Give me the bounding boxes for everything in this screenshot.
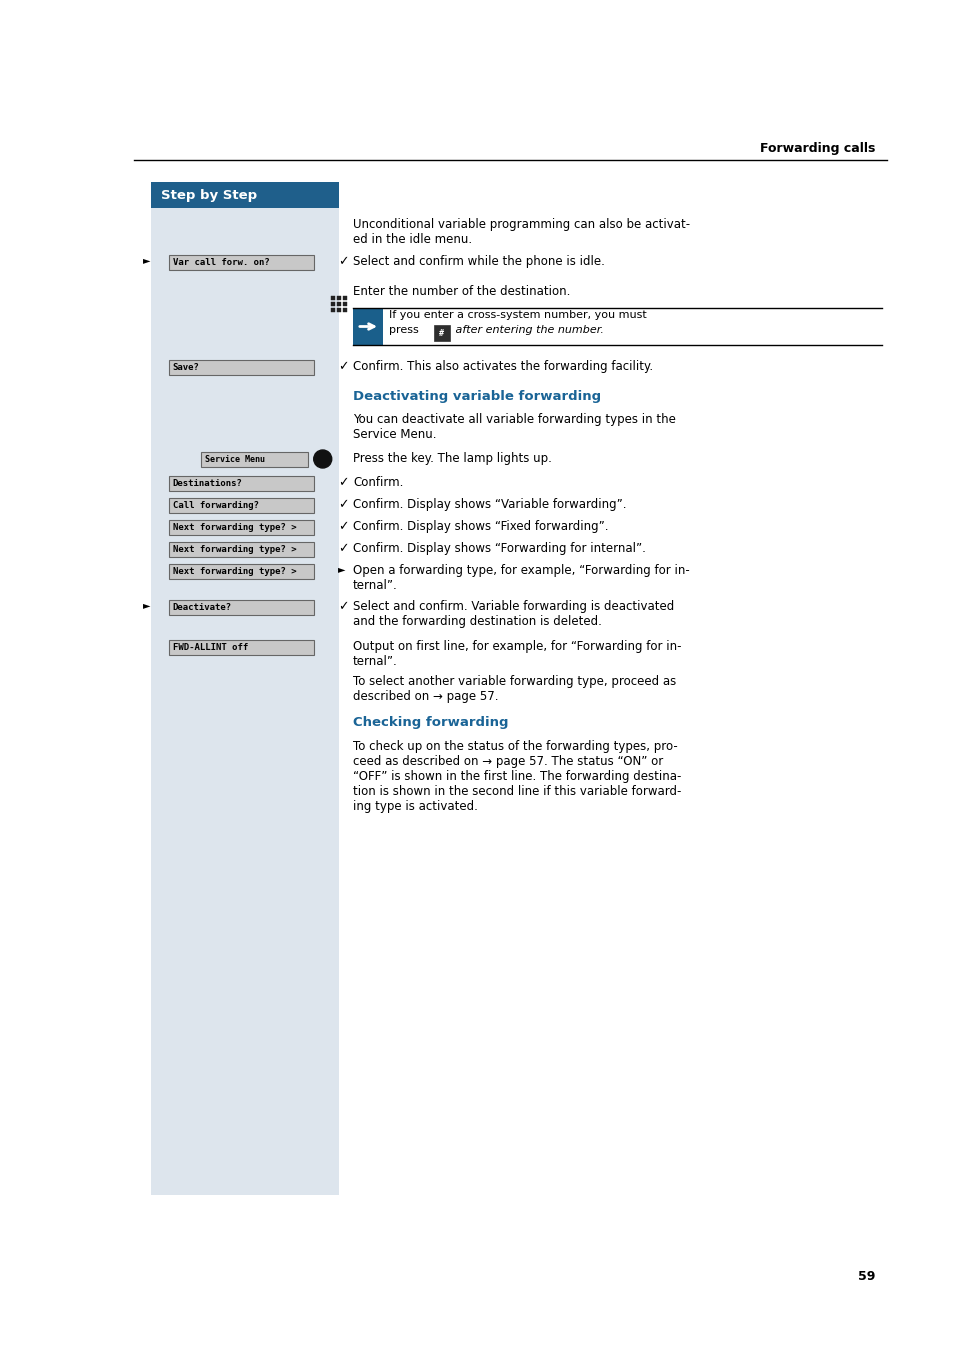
Text: #: # <box>439 328 444 338</box>
Text: 59: 59 <box>857 1270 874 1283</box>
FancyBboxPatch shape <box>331 296 335 300</box>
FancyBboxPatch shape <box>169 542 314 557</box>
Text: Destinations?: Destinations? <box>172 480 242 488</box>
FancyBboxPatch shape <box>151 182 338 208</box>
Text: Confirm. Display shows “Fixed forwarding”.: Confirm. Display shows “Fixed forwarding… <box>353 520 608 534</box>
Text: tion is shown in the second line if this variable forward-: tion is shown in the second line if this… <box>353 785 680 798</box>
Text: ceed as described on → page 57. The status “ON” or: ceed as described on → page 57. The stat… <box>353 755 662 767</box>
Text: Step by Step: Step by Step <box>160 189 256 201</box>
Text: Deactivating variable forwarding: Deactivating variable forwarding <box>353 390 600 403</box>
Text: If you enter a cross-system number, you must: If you enter a cross-system number, you … <box>389 309 646 320</box>
Text: “OFF” is shown in the first line. The forwarding destina-: “OFF” is shown in the first line. The fo… <box>353 770 680 784</box>
FancyBboxPatch shape <box>343 303 347 305</box>
Text: ✓: ✓ <box>337 359 348 373</box>
Text: Forwarding calls: Forwarding calls <box>759 142 874 155</box>
Circle shape <box>314 450 332 467</box>
FancyBboxPatch shape <box>169 255 314 270</box>
FancyBboxPatch shape <box>151 182 338 1196</box>
Text: Confirm.: Confirm. <box>353 476 403 489</box>
Text: FWD-ALLINT off: FWD-ALLINT off <box>172 643 248 653</box>
Text: ternal”.: ternal”. <box>353 580 397 592</box>
Text: To select another variable forwarding type, proceed as: To select another variable forwarding ty… <box>353 676 676 688</box>
FancyBboxPatch shape <box>169 520 314 535</box>
Text: Next forwarding type? >: Next forwarding type? > <box>172 523 296 532</box>
FancyBboxPatch shape <box>353 308 382 345</box>
Text: ►: ► <box>143 255 151 265</box>
Text: Confirm. Display shows “Forwarding for internal”.: Confirm. Display shows “Forwarding for i… <box>353 542 645 555</box>
Text: ►: ► <box>143 600 151 611</box>
Text: ✓: ✓ <box>337 542 348 555</box>
FancyBboxPatch shape <box>343 296 347 300</box>
Text: ►: ► <box>337 563 345 574</box>
Text: Press the key. The lamp lights up.: Press the key. The lamp lights up. <box>353 453 551 465</box>
Text: ✓: ✓ <box>337 255 348 267</box>
FancyBboxPatch shape <box>169 600 314 615</box>
Text: Output on first line, for example, for “Forwarding for in-: Output on first line, for example, for “… <box>353 640 680 653</box>
Text: Unconditional variable programming can also be activat-: Unconditional variable programming can a… <box>353 218 689 231</box>
FancyBboxPatch shape <box>169 359 314 376</box>
Text: Select and confirm. Variable forwarding is deactivated: Select and confirm. Variable forwarding … <box>353 600 674 613</box>
Text: You can deactivate all variable forwarding types in the: You can deactivate all variable forwardi… <box>353 413 675 426</box>
Text: ✓: ✓ <box>337 476 348 489</box>
FancyBboxPatch shape <box>169 499 314 513</box>
Text: Confirm. This also activates the forwarding facility.: Confirm. This also activates the forward… <box>353 359 653 373</box>
Text: Service Menu: Service Menu <box>205 455 264 463</box>
FancyBboxPatch shape <box>331 308 335 312</box>
Text: Deactivate?: Deactivate? <box>172 603 232 612</box>
Text: Checking forwarding: Checking forwarding <box>353 716 508 730</box>
Text: after entering the number.: after entering the number. <box>452 326 603 335</box>
Text: ✓: ✓ <box>337 600 348 613</box>
Text: Service Menu.: Service Menu. <box>353 428 436 440</box>
FancyBboxPatch shape <box>169 476 314 490</box>
Text: Enter the number of the destination.: Enter the number of the destination. <box>353 285 570 299</box>
FancyBboxPatch shape <box>200 453 308 467</box>
Text: ing type is activated.: ing type is activated. <box>353 800 477 813</box>
Text: Var call forw. on?: Var call forw. on? <box>172 258 269 267</box>
Text: Next forwarding type? >: Next forwarding type? > <box>172 544 296 554</box>
FancyBboxPatch shape <box>169 563 314 580</box>
Text: Save?: Save? <box>172 363 199 372</box>
Text: described on → page 57.: described on → page 57. <box>353 690 498 703</box>
Text: ✓: ✓ <box>337 499 348 511</box>
Text: Call forwarding?: Call forwarding? <box>172 501 258 509</box>
Text: Next forwarding type? >: Next forwarding type? > <box>172 567 296 576</box>
FancyBboxPatch shape <box>169 640 314 655</box>
FancyBboxPatch shape <box>336 303 340 305</box>
Text: ✓: ✓ <box>337 520 348 534</box>
FancyBboxPatch shape <box>331 303 335 305</box>
Text: To check up on the status of the forwarding types, pro-: To check up on the status of the forward… <box>353 740 677 753</box>
Text: press: press <box>389 326 422 335</box>
FancyBboxPatch shape <box>336 308 340 312</box>
FancyBboxPatch shape <box>336 296 340 300</box>
Text: Select and confirm while the phone is idle.: Select and confirm while the phone is id… <box>353 255 604 267</box>
Text: Confirm. Display shows “Variable forwarding”.: Confirm. Display shows “Variable forward… <box>353 499 626 511</box>
Text: Open a forwarding type, for example, “Forwarding for in-: Open a forwarding type, for example, “Fo… <box>353 563 689 577</box>
Text: and the forwarding destination is deleted.: and the forwarding destination is delete… <box>353 615 601 628</box>
FancyBboxPatch shape <box>343 308 347 312</box>
Text: ternal”.: ternal”. <box>353 655 397 667</box>
FancyBboxPatch shape <box>434 326 450 340</box>
Text: ed in the idle menu.: ed in the idle menu. <box>353 232 472 246</box>
